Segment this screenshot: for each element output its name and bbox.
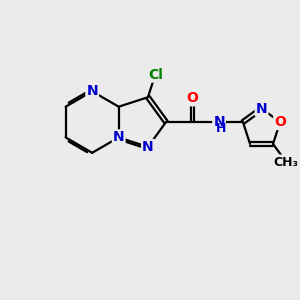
Text: H: H	[216, 122, 226, 135]
Text: N: N	[113, 130, 124, 144]
Text: CH₃: CH₃	[274, 155, 299, 169]
Text: N: N	[213, 115, 225, 129]
Text: N: N	[256, 102, 267, 116]
Text: O: O	[274, 115, 286, 129]
Text: N: N	[86, 84, 98, 98]
Text: O: O	[187, 91, 199, 105]
Text: Cl: Cl	[148, 68, 163, 82]
Text: N: N	[142, 140, 154, 154]
